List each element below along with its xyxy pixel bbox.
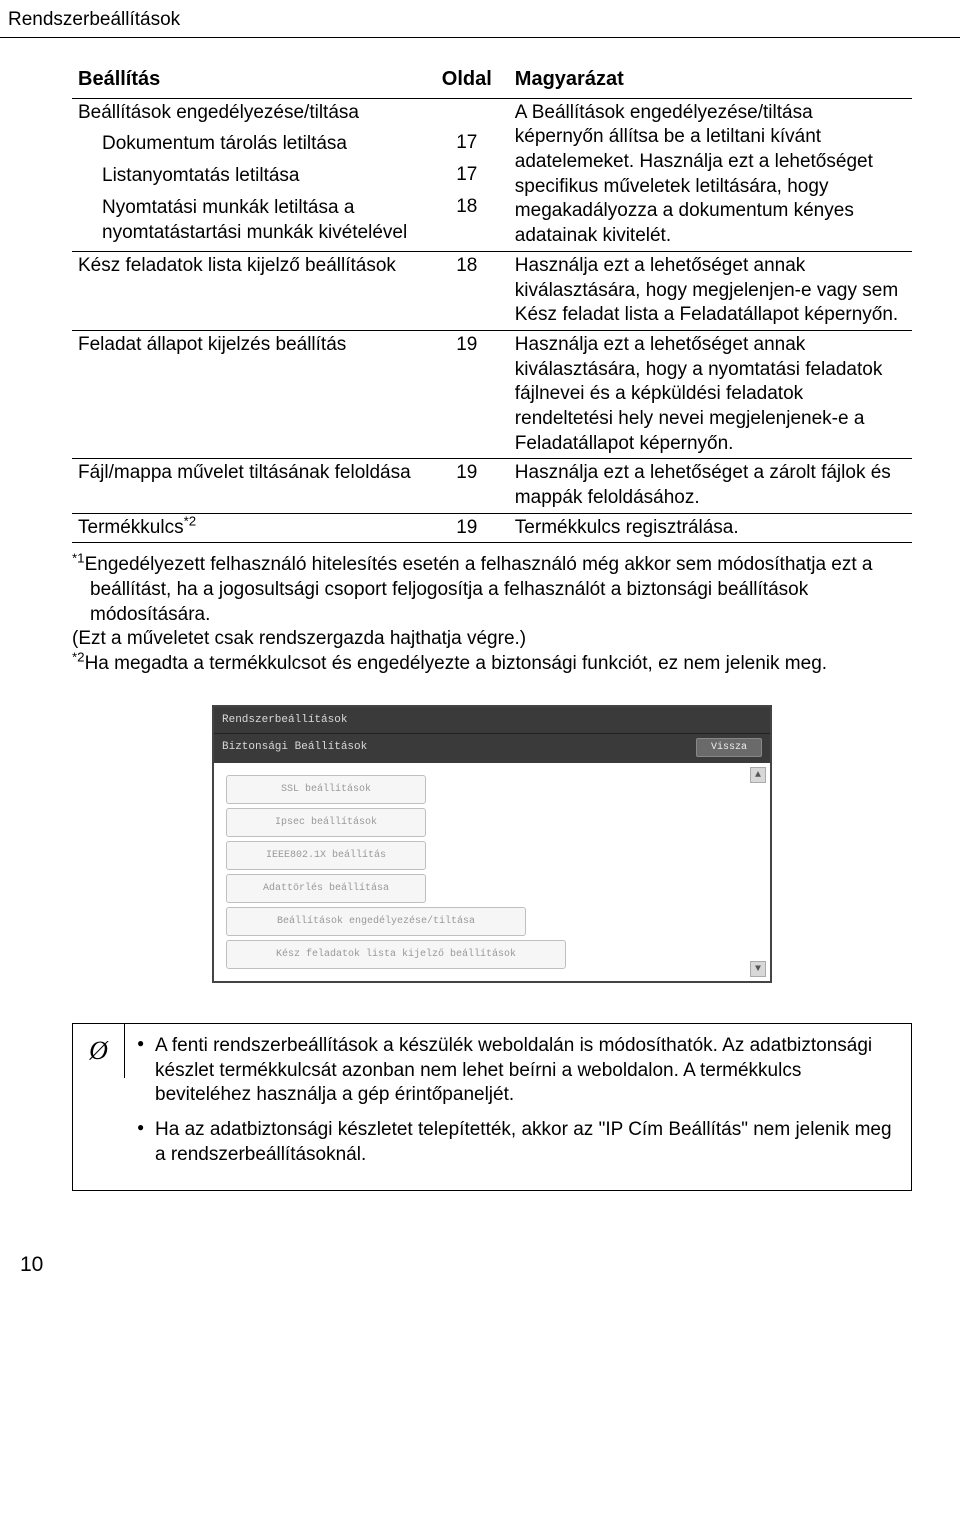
row1-desc: Használja ezt a lehetőséget annak kivála…	[509, 330, 912, 458]
g1-row0-page: 17	[425, 129, 509, 161]
note-box: Ø A fenti rendszerbeállítások a készülék…	[72, 1023, 912, 1190]
row3-desc: Termékkulcs regisztrálása.	[509, 513, 912, 543]
group-desc: A Beállítások engedélyezése/tiltása képe…	[509, 98, 912, 251]
group-heading-page	[425, 98, 509, 129]
device-subtitle: Biztonsági Beállítások	[222, 740, 367, 754]
device-item-2[interactable]: IEEE802.1X beállítás	[226, 841, 426, 870]
row2-page: 19	[425, 459, 509, 513]
g1-row1-label: Listanyomtatás letiltása	[78, 163, 419, 190]
th-desc: Magyarázat	[509, 62, 912, 99]
fn2-text: Ha megadta a termékkulcsot és engedélyez…	[85, 653, 827, 674]
row3-label-sup: *2	[184, 513, 197, 528]
device-title: Rendszerbeállítások	[214, 707, 770, 733]
row1-page: 19	[425, 330, 509, 458]
row0-desc: Használja ezt a lehetőséget annak kivála…	[509, 251, 912, 330]
device-screenshot: Rendszerbeállítások Biztonsági Beállítás…	[212, 705, 772, 983]
th-setting: Beállítás	[72, 62, 425, 99]
device-item-0[interactable]: SSL beállítások	[226, 775, 426, 804]
g1-row0-label: Dokumentum tárolás letiltása	[78, 131, 419, 158]
g1-row2-page: 18	[425, 193, 509, 251]
group-heading: Beállítások engedélyezése/tiltása	[72, 98, 425, 129]
device-back-button[interactable]: Vissza	[696, 738, 762, 757]
row3-page: 19	[425, 513, 509, 543]
page-number: 10	[0, 1231, 960, 1298]
note-item-1: Ha az adatbiztonsági készletet telepítet…	[137, 1118, 899, 1167]
settings-table: Beállítás Oldal Magyarázat Beállítások e…	[72, 62, 912, 544]
footnotes: *1Engedélyezett felhasználó hitelesítés …	[72, 553, 912, 676]
note-item-0: A fenti rendszerbeállítások a készülék w…	[137, 1034, 899, 1108]
row0-label: Kész feladatok lista kijelző beállítások	[72, 251, 425, 330]
g1-row2-label: Nyomtatási munkák letiltása a nyomtatást…	[78, 195, 419, 246]
scroll-up-icon[interactable]: ▲	[750, 767, 766, 783]
device-item-3[interactable]: Adattörlés beállítása	[226, 874, 426, 903]
row3-label-prefix: Termékkulcs	[78, 517, 184, 538]
fn2-sup: *2	[72, 650, 85, 665]
fn1b-text: (Ezt a műveletet csak rendszergazda hajt…	[90, 627, 912, 652]
row0-page: 18	[425, 251, 509, 330]
row2-desc: Használja ezt a lehetőséget a zárolt fáj…	[509, 459, 912, 513]
device-item-4[interactable]: Beállítások engedélyezése/tiltása	[226, 907, 526, 936]
g1-row1-page: 17	[425, 161, 509, 193]
fn1-text: Engedélyezett felhasználó hitelesítés es…	[85, 554, 873, 624]
fn1-sup: *1	[72, 551, 85, 566]
scroll-down-icon[interactable]: ▼	[750, 961, 766, 977]
row1-label: Feladat állapot kijelzés beállítás	[72, 330, 425, 458]
device-scrollbar[interactable]: ▲ ▼	[750, 767, 766, 977]
note-icon: Ø	[73, 1024, 125, 1078]
device-item-5[interactable]: Kész feladatok lista kijelző beállítások	[226, 940, 566, 969]
row2-label: Fájl/mappa művelet tiltásának feloldása	[72, 459, 425, 513]
row3-label: Termékkulcs*2	[72, 513, 425, 543]
device-item-1[interactable]: Ipsec beállítások	[226, 808, 426, 837]
th-page: Oldal	[425, 62, 509, 99]
page-header-title: Rendszerbeállítások	[0, 0, 960, 38]
